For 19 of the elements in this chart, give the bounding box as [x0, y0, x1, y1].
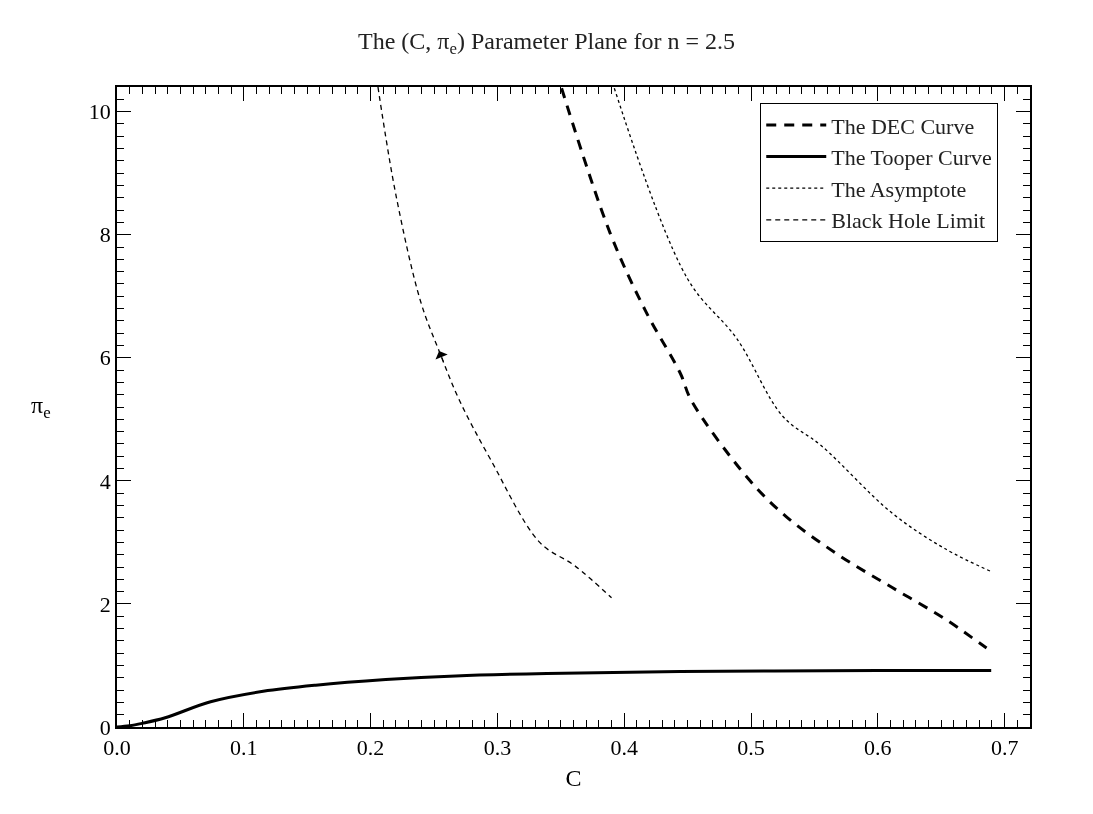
x-tick-label: 0.5	[737, 735, 765, 761]
y-tick-label: 6	[99, 345, 111, 371]
legend-label: The DEC Curve	[831, 113, 975, 139]
x-tick-label: 0.1	[230, 735, 258, 761]
y-tick-label: 8	[99, 222, 111, 248]
x-tick-label: 0.4	[610, 735, 638, 761]
legend-label: Black Hole Limit	[831, 208, 986, 234]
legend-label: The Asymptote	[831, 176, 967, 202]
y-tick-label: 10	[88, 99, 111, 125]
x-tick-label: 0.2	[356, 735, 385, 761]
y-tick-label: 2	[99, 591, 111, 617]
y-axis-title: π$_{e}$	[31, 392, 51, 423]
legend-label: The Tooper Curve	[831, 145, 992, 171]
x-tick-label: 0.3	[483, 735, 512, 761]
y-tick-label: 4	[99, 468, 111, 494]
x-tick-label: 0.6	[864, 735, 892, 761]
x-axis-title: C	[565, 764, 582, 791]
x-tick-label: 0.7	[990, 735, 1019, 761]
chart-title: The (C, π$_{e}$) Parameter Plane for n = 2.5	[358, 28, 735, 59]
